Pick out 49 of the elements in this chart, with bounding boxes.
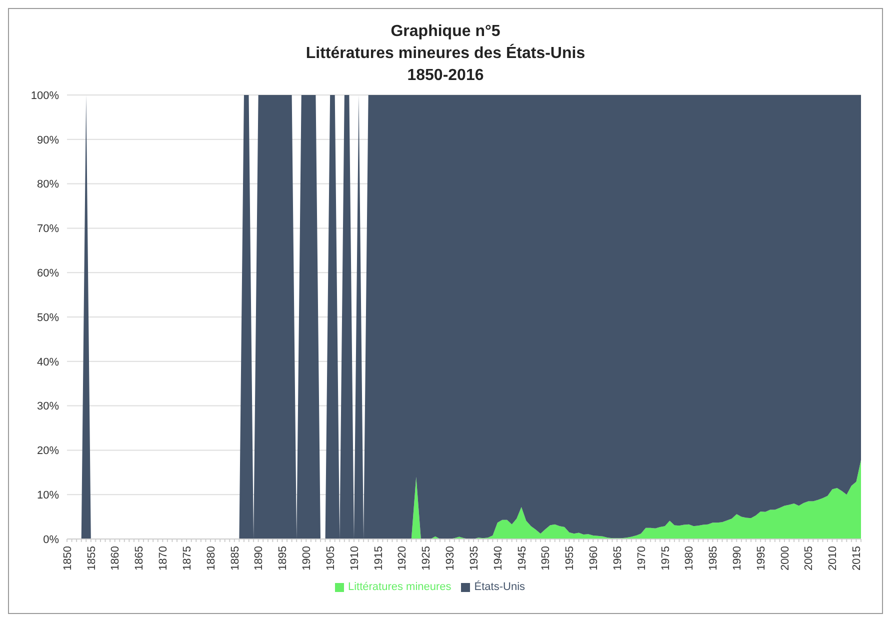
x-tick-label: 2010 (827, 546, 840, 570)
x-tick-label: 1920 (396, 546, 409, 570)
x-tick-label: 1875 (181, 546, 194, 570)
x-tick-label: 1880 (205, 546, 218, 570)
x-tick-label: 1945 (516, 546, 528, 570)
chart-subtitle: 1850-2016 (406, 66, 485, 86)
legend-label: États-Unis (474, 581, 526, 593)
legend-label: Littératures mineures (348, 581, 452, 593)
x-tick-label: 1900 (301, 546, 314, 570)
x-tick-label: 1950 (540, 546, 552, 570)
y-tick-label: 40% (36, 356, 60, 368)
y-tick-label: 80% (36, 178, 60, 191)
x-tick-label: 1935 (468, 546, 480, 570)
x-tick-label: 1975 (660, 546, 672, 570)
x-tick-label: 1870 (158, 546, 170, 570)
x-tick-label: 1970 (636, 546, 648, 570)
y-tick-label: 60% (36, 268, 60, 280)
y-tick-label: 100% (30, 90, 60, 102)
x-tick-label: 1860 (110, 546, 122, 570)
chart-title: Graphique n°5 Littératures mineures des États-Unis (304, 22, 586, 64)
y-tick-label: 30% (36, 400, 60, 413)
y-tick-label: 90% (36, 134, 60, 146)
y-tick-label: 0% (43, 534, 60, 546)
y-tick-label: 70% (36, 223, 60, 236)
x-tick-label: 1980 (684, 546, 696, 570)
x-tick-label: 1850 (62, 546, 74, 570)
x-tick-label: 1925 (420, 546, 433, 570)
x-tick-label: 2000 (779, 546, 792, 570)
x-tick-label: 2015 (851, 546, 864, 570)
x-tick-label: 1985 (708, 546, 720, 570)
x-tick-label: 2005 (803, 546, 816, 570)
x-tick-label: 1885 (229, 546, 242, 570)
x-tick-label: 1995 (755, 546, 768, 570)
x-tick-label: 1910 (348, 546, 361, 570)
x-tick-label: 1905 (324, 546, 337, 570)
y-tick-label: 20% (36, 445, 60, 458)
y-tick-label: 10% (36, 490, 60, 502)
x-tick-label: 1955 (564, 546, 576, 570)
x-tick-label: 1855 (86, 546, 98, 570)
x-tick-label: 1895 (277, 546, 290, 570)
x-tick-label: 1915 (372, 546, 385, 570)
x-tick-label: 1890 (253, 546, 266, 570)
x-tick-label: 1930 (444, 546, 456, 570)
x-tick-label: 1865 (134, 546, 146, 570)
x-tick-label: 1960 (588, 546, 600, 570)
x-tick-label: 1990 (731, 546, 744, 570)
x-tick-label: 1965 (612, 546, 624, 570)
y-tick-label: 50% (36, 312, 60, 324)
x-tick-label: 1940 (492, 546, 504, 570)
